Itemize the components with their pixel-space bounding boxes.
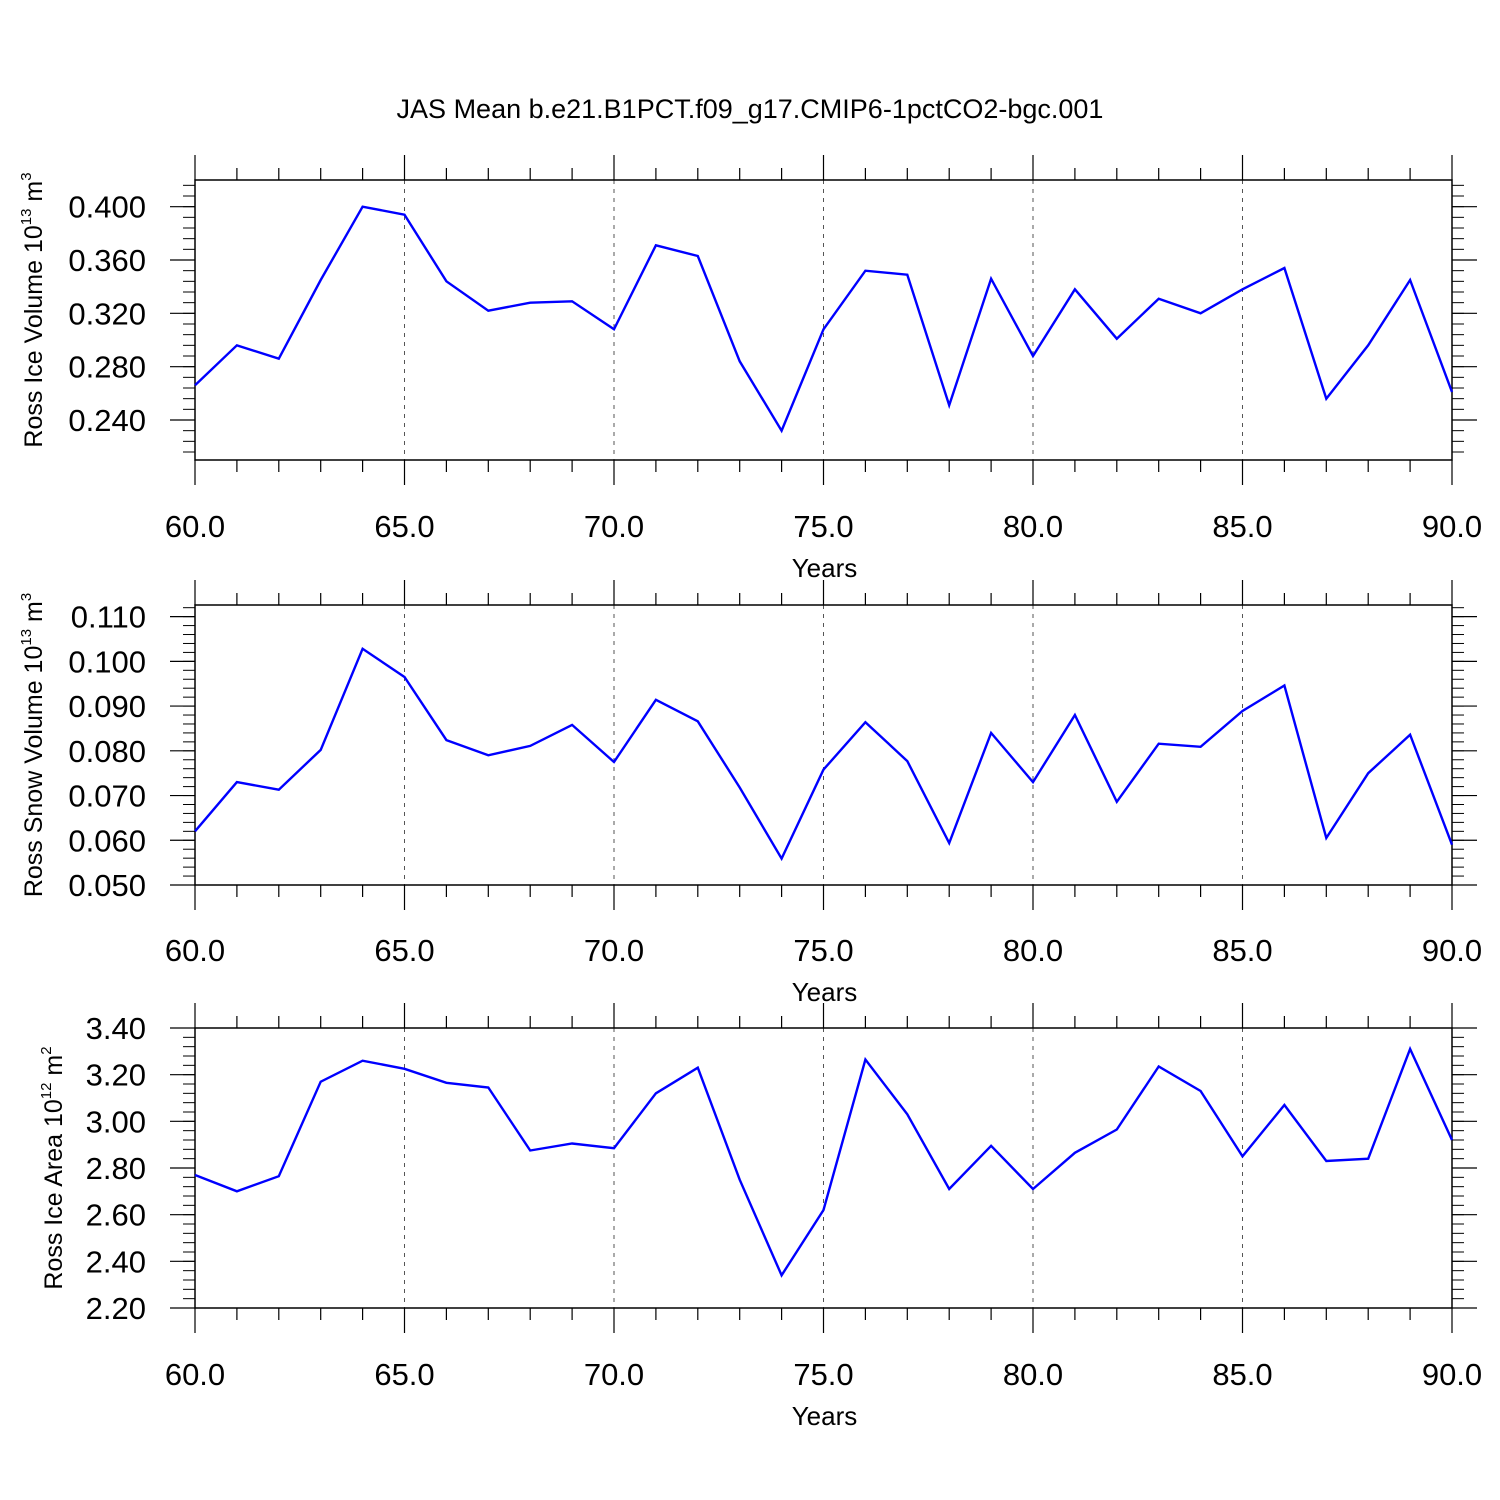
x-tick-label: 80.0 [1003,509,1063,544]
y-axis-label: Ross Ice Volume 1013 m3 [18,172,48,447]
y-tick-label: 0.240 [68,403,146,438]
y-tick-label: 0.070 [68,779,146,814]
y-tick-label: 2.40 [86,1244,146,1279]
figure-title: JAS Mean b.e21.B1PCT.f09_g17.CMIP6-1pctC… [397,94,1104,124]
y-tick-label: 0.280 [68,350,146,385]
x-tick-label: 70.0 [584,933,644,968]
x-tick-label: 70.0 [584,509,644,544]
x-axis-label: Years [792,1401,858,1431]
x-tick-label: 90.0 [1422,933,1482,968]
y-axis-label: Ross Snow Volume 1013 m3 [18,593,48,897]
y-tick-label: 0.400 [68,190,146,225]
x-tick-label: 80.0 [1003,933,1063,968]
x-tick-label: 85.0 [1212,1357,1272,1392]
panel-3: 60.0 65.0 70.0 75.0 80.0 85.0 90.0 Years 2.20 2.4… [38,1003,1482,1431]
y-tick-label: 0.100 [68,644,146,679]
y-axis-label: Ross Ice Area 1012 m2 [38,1046,68,1289]
x-tick-label: 75.0 [793,509,853,544]
series-line [194,646,1454,862]
series-line [194,1045,1454,1278]
x-tick-label: 75.0 [793,933,853,968]
x-tick-label: 60.0 [165,933,225,968]
y-tick-label: 0.110 [71,600,146,635]
x-tick-label: 70.0 [584,1357,644,1392]
x-tick-label: 80.0 [1003,1357,1063,1392]
y-tick-label: 2.60 [86,1198,146,1233]
y-tick-label: 0.360 [68,243,146,278]
y-tick-label: 0.090 [68,689,146,724]
x-tick-label: 65.0 [374,933,434,968]
x-tick-label: 90.0 [1422,509,1482,544]
panels-container: 60.0 65.0 70.0 75.0 80.0 85.0 90.0 Years 0.240 0.… [18,155,1482,1431]
x-axis-label: Years [792,977,858,1007]
x-tick-label: 85.0 [1212,509,1272,544]
y-tick-label: 2.20 [86,1291,146,1326]
x-tick-label: 65.0 [374,509,434,544]
y-tick-label: 3.40 [86,1011,146,1046]
panel-1: 60.0 65.0 70.0 75.0 80.0 85.0 90.0 Years 0.240 0.… [18,155,1482,583]
x-tick-label: 60.0 [165,509,225,544]
x-tick-label: 85.0 [1212,933,1272,968]
panel-2: 60.0 65.0 70.0 75.0 80.0 85.0 90.0 Years 0.050 0.… [18,580,1482,1007]
series-line [194,205,1454,434]
x-tick-label: 90.0 [1422,1357,1482,1392]
y-tick-label: 0.060 [68,823,146,858]
x-tick-label: 60.0 [165,1357,225,1392]
x-tick-label: 65.0 [374,1357,434,1392]
y-tick-label: 2.80 [86,1151,146,1186]
x-tick-label: 75.0 [793,1357,853,1392]
x-axis-label: Years [792,553,858,583]
y-tick-label: 0.320 [68,296,146,331]
y-tick-label: 3.20 [86,1058,146,1093]
y-tick-label: 0.050 [68,868,146,903]
y-tick-label: 3.00 [86,1104,146,1139]
y-tick-label: 0.080 [68,734,146,769]
